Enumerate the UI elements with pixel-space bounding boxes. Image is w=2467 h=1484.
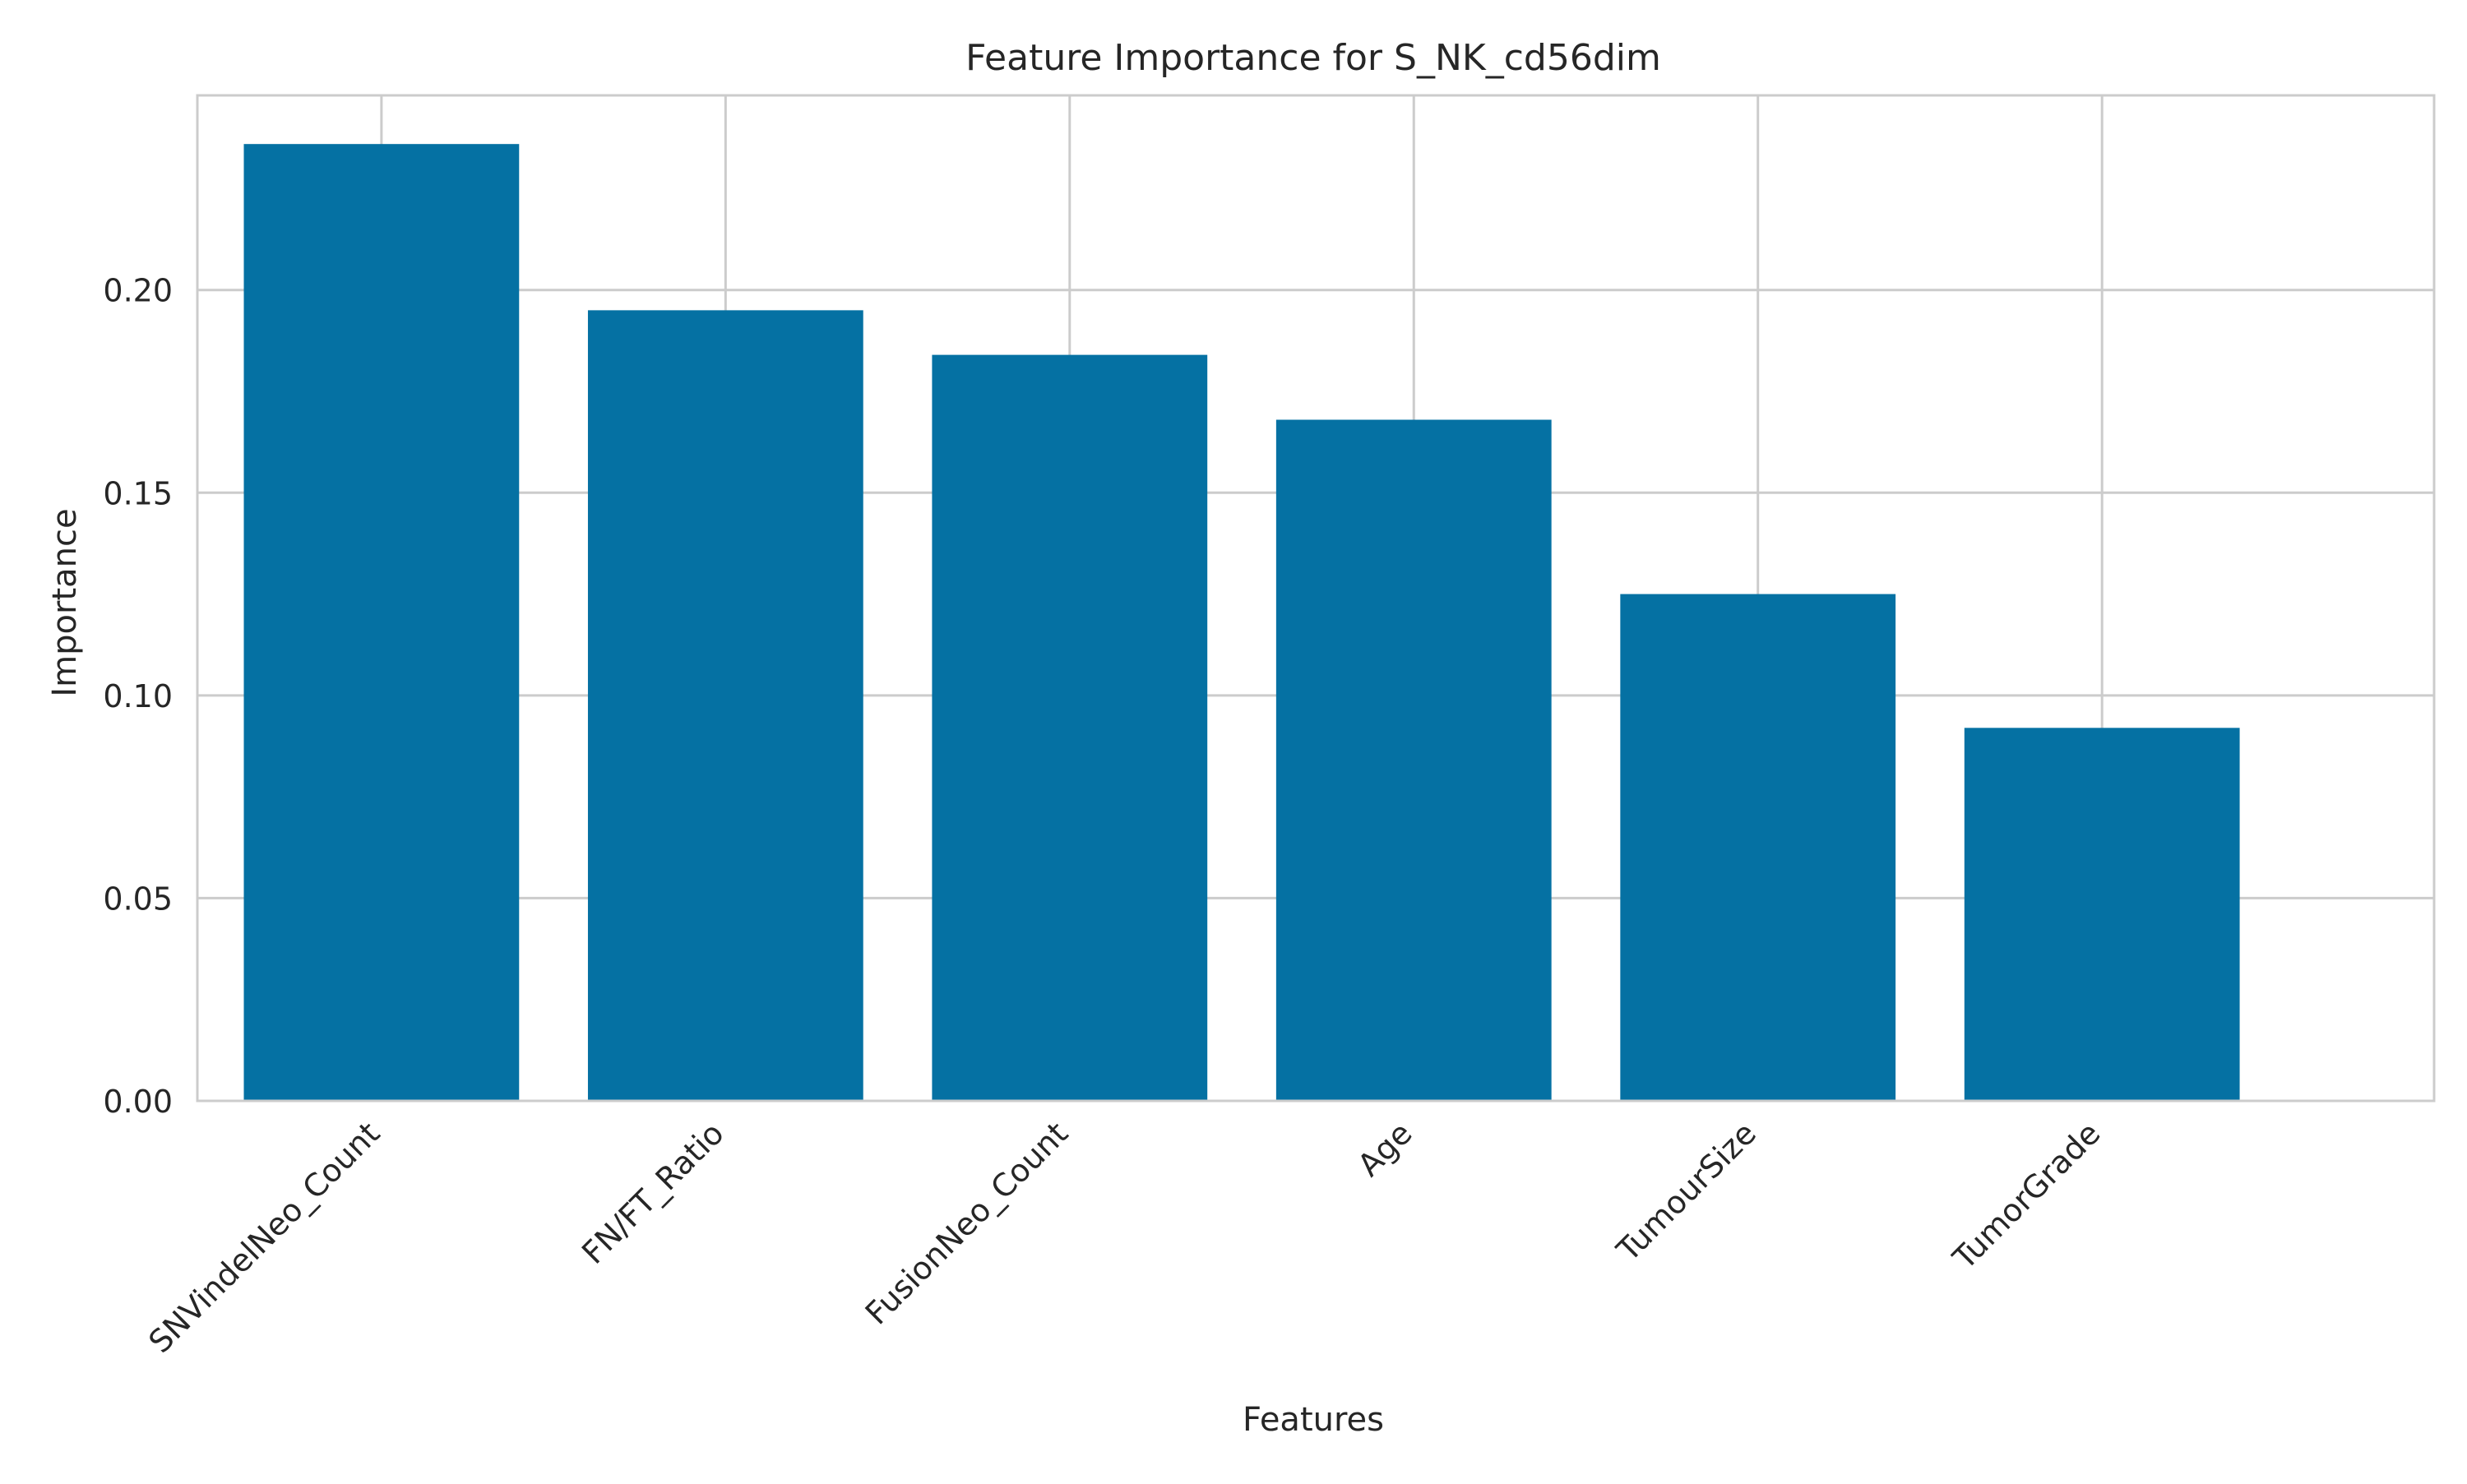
bar-tumoursize [1620, 594, 1896, 1101]
bar-fn-ft-ratio [587, 310, 863, 1101]
y-tick-label: 0.00 [103, 1084, 173, 1120]
y-tick-label: 0.20 [103, 273, 173, 309]
y-tick-labels: 0.00 0.05 0.10 0.15 0.20 [103, 273, 173, 1120]
bars [243, 144, 2240, 1102]
y-axis-label: Importance [46, 508, 84, 696]
bar-tumorgrade [1964, 728, 2240, 1101]
y-tick-label: 0.05 [103, 881, 173, 917]
y-tick-label: 0.10 [103, 678, 173, 714]
bar-fusionneo-count [932, 354, 1208, 1101]
y-tick-label: 0.15 [103, 475, 173, 511]
chart-title: Feature Importance for S_NK_cd56dim [965, 37, 1661, 79]
x-axis-label: Features [1243, 1401, 1384, 1439]
bar-age [1275, 419, 1552, 1102]
bar-snvindelneo-count [243, 144, 520, 1102]
plot-frame [196, 94, 2436, 1103]
